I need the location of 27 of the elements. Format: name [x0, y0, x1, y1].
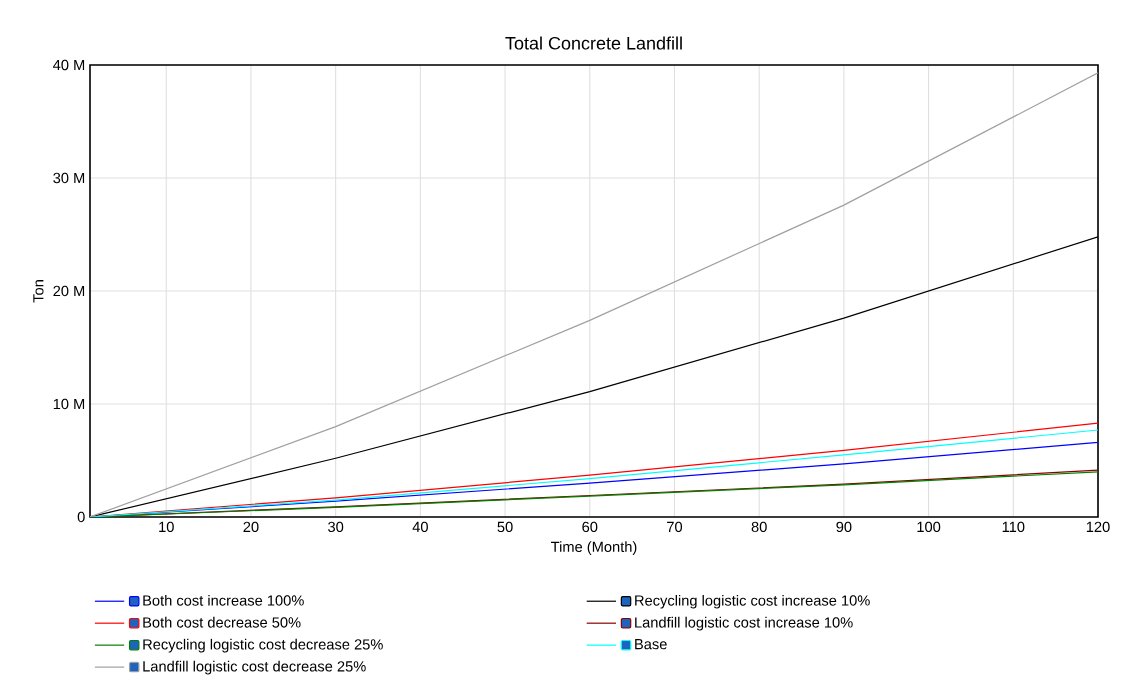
- x-tick-label: 120: [1086, 521, 1110, 533]
- legend-label: Landfill logistic cost increase 10%: [635, 616, 853, 631]
- x-tick-label: 70: [667, 521, 683, 533]
- x-tick-label: 110: [1002, 521, 1025, 533]
- y-tick-label: 10 M: [53, 398, 85, 410]
- x-tick-label: 20: [243, 521, 259, 533]
- x-tick-label: 50: [497, 521, 513, 533]
- legend-label: Recycling logistic cost decrease 25%: [143, 638, 383, 653]
- legend-label: Base: [635, 639, 667, 650]
- x-tick-label: 100: [917, 521, 941, 533]
- y-tick-label: 40 M: [53, 59, 85, 71]
- x-tick-label: 30: [328, 521, 344, 533]
- x-tick-label: 80: [751, 521, 767, 533]
- legend-label: Both cost increase 100%: [143, 594, 304, 606]
- chart-title: Total Concrete Landfill: [505, 36, 682, 50]
- y-tick-label: 20 M: [53, 285, 85, 297]
- x-tick-label: 60: [582, 521, 598, 533]
- x-tick-label: 90: [836, 521, 852, 533]
- legend-label: Both cost decrease 50%: [143, 616, 301, 628]
- y-tick-label: 30 M: [53, 172, 85, 184]
- y-axis-title: Ton: [33, 280, 44, 303]
- legend-label: Landfill logistic cost decrease 25%: [143, 660, 366, 675]
- x-tick-label: 40: [412, 521, 428, 533]
- x-axis-title: Time (Month): [551, 541, 637, 555]
- y-tick-label: 0: [77, 511, 85, 523]
- x-tick-label: 10: [159, 521, 174, 533]
- legend-label: Recycling logistic cost increase 10%: [635, 594, 870, 609]
